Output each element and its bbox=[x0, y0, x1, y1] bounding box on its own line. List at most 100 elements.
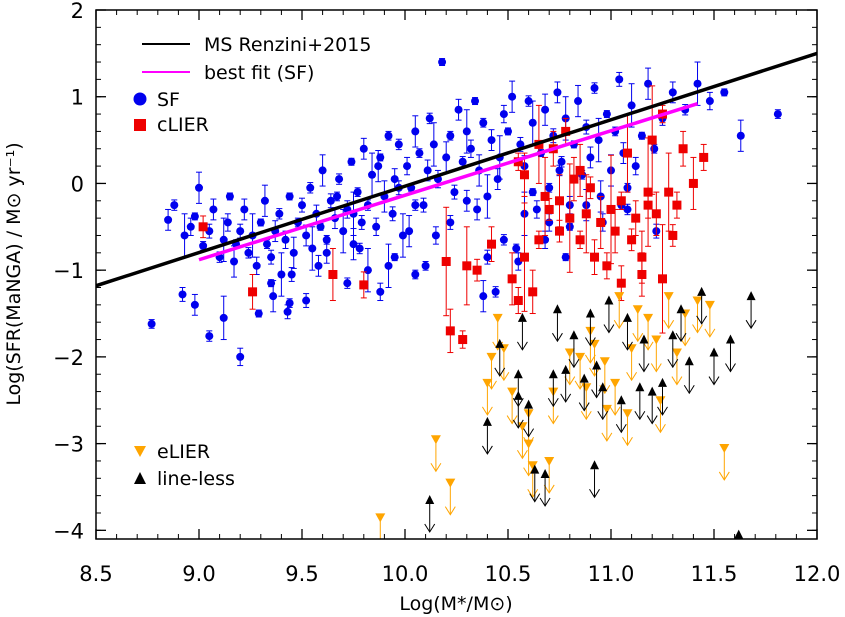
data-point bbox=[267, 279, 276, 288]
data-point bbox=[622, 409, 633, 419]
data-point bbox=[709, 347, 719, 357]
data-point bbox=[504, 127, 512, 136]
x-tick-label: 11.5 bbox=[691, 562, 738, 586]
data-point bbox=[343, 279, 352, 288]
data-point bbox=[374, 162, 383, 171]
data-point bbox=[507, 274, 517, 284]
data-point bbox=[586, 153, 595, 162]
data-point bbox=[548, 369, 558, 379]
data-point bbox=[590, 460, 600, 470]
data-point bbox=[411, 270, 420, 279]
data-point bbox=[398, 231, 407, 240]
upper-limit-arrowhead bbox=[444, 506, 456, 516]
data-point bbox=[643, 313, 654, 323]
data-point bbox=[483, 192, 492, 201]
upper-limit-arrowhead bbox=[516, 341, 528, 351]
data-point bbox=[647, 135, 657, 145]
data-point bbox=[602, 110, 611, 119]
data-point bbox=[248, 287, 258, 297]
data-point bbox=[363, 266, 372, 275]
upper-limit-arrowhead bbox=[638, 363, 650, 373]
data-point bbox=[289, 248, 298, 257]
upper-limit-arrowhead bbox=[675, 332, 687, 343]
upper-limit-arrowhead bbox=[580, 410, 592, 421]
data-point bbox=[513, 296, 523, 306]
data-point bbox=[623, 205, 632, 214]
data-point bbox=[499, 235, 508, 244]
data-point bbox=[244, 248, 253, 257]
axes: 8.5 9.0 9.5 10.0 10.5 11.0 11.5 12.0 2 1 0 −1 −2 −3 −4 bbox=[53, 0, 840, 586]
data-point bbox=[564, 348, 575, 358]
upper-limit-arrowhead bbox=[708, 376, 720, 386]
data-point bbox=[472, 265, 482, 275]
upper-limit-arrowhead bbox=[634, 410, 646, 421]
data-point bbox=[688, 178, 698, 188]
data-point bbox=[561, 126, 571, 136]
data-point bbox=[598, 382, 608, 392]
data-point bbox=[513, 157, 523, 167]
data-point bbox=[590, 252, 600, 262]
data-point bbox=[384, 131, 393, 140]
data-point bbox=[631, 213, 641, 223]
data-point bbox=[643, 187, 653, 197]
legend-marker-lineless bbox=[134, 472, 146, 484]
upper-limit-arrowhead bbox=[622, 341, 633, 351]
data-point bbox=[495, 338, 505, 348]
data-point bbox=[553, 88, 562, 97]
data-point bbox=[479, 118, 488, 127]
data-point bbox=[627, 101, 636, 110]
data-point bbox=[190, 212, 199, 221]
data-point bbox=[663, 292, 674, 302]
data-point bbox=[454, 105, 463, 114]
data-point bbox=[540, 468, 550, 478]
data-point bbox=[376, 153, 385, 162]
data-point bbox=[442, 153, 451, 162]
data-point bbox=[285, 299, 294, 308]
data-point bbox=[225, 192, 234, 201]
data-point bbox=[308, 244, 317, 253]
upper-limit-arrowhead bbox=[578, 402, 590, 412]
x-tick-label: 9.0 bbox=[182, 562, 215, 586]
data-point bbox=[205, 332, 214, 341]
data-point bbox=[359, 280, 369, 290]
data-point bbox=[517, 312, 527, 322]
upper-limit-arrowhead bbox=[667, 358, 679, 369]
upper-limit-arrowhead bbox=[481, 445, 493, 455]
upper-limit-arrowhead bbox=[613, 319, 625, 330]
data-point bbox=[421, 261, 430, 270]
data-point bbox=[513, 369, 523, 379]
data-point bbox=[445, 478, 456, 488]
data-point bbox=[734, 529, 744, 539]
data-point bbox=[482, 378, 493, 388]
series-line-less bbox=[424, 286, 757, 539]
data-point bbox=[719, 443, 730, 453]
upper-limit-arrowhead bbox=[584, 354, 596, 364]
data-point bbox=[376, 287, 385, 296]
legend-label-clier: cLIER bbox=[157, 114, 209, 136]
upper-limit-arrowhead bbox=[424, 523, 436, 533]
upper-limit-arrowhead bbox=[591, 389, 603, 399]
data-point bbox=[462, 196, 471, 205]
data-point bbox=[519, 170, 529, 180]
data-point bbox=[516, 140, 525, 149]
upper-limit-arrowhead bbox=[527, 489, 539, 499]
data-point bbox=[512, 244, 521, 253]
data-point bbox=[540, 191, 550, 201]
data-point bbox=[349, 240, 358, 249]
data-point bbox=[616, 196, 626, 206]
data-point bbox=[668, 230, 678, 240]
data-point bbox=[544, 456, 555, 466]
data-point bbox=[650, 144, 659, 153]
data-point bbox=[658, 274, 667, 284]
data-point bbox=[746, 291, 756, 301]
upper-limit-arrowhead bbox=[650, 363, 662, 373]
data-point bbox=[579, 373, 589, 383]
data-point bbox=[252, 261, 261, 270]
data-point bbox=[170, 201, 179, 210]
data-point bbox=[384, 261, 393, 270]
data-point bbox=[269, 292, 278, 301]
upper-limit-arrowhead bbox=[568, 358, 580, 369]
upper-limit-arrowhead bbox=[622, 436, 633, 447]
upper-limit-arrowhead bbox=[481, 406, 493, 416]
